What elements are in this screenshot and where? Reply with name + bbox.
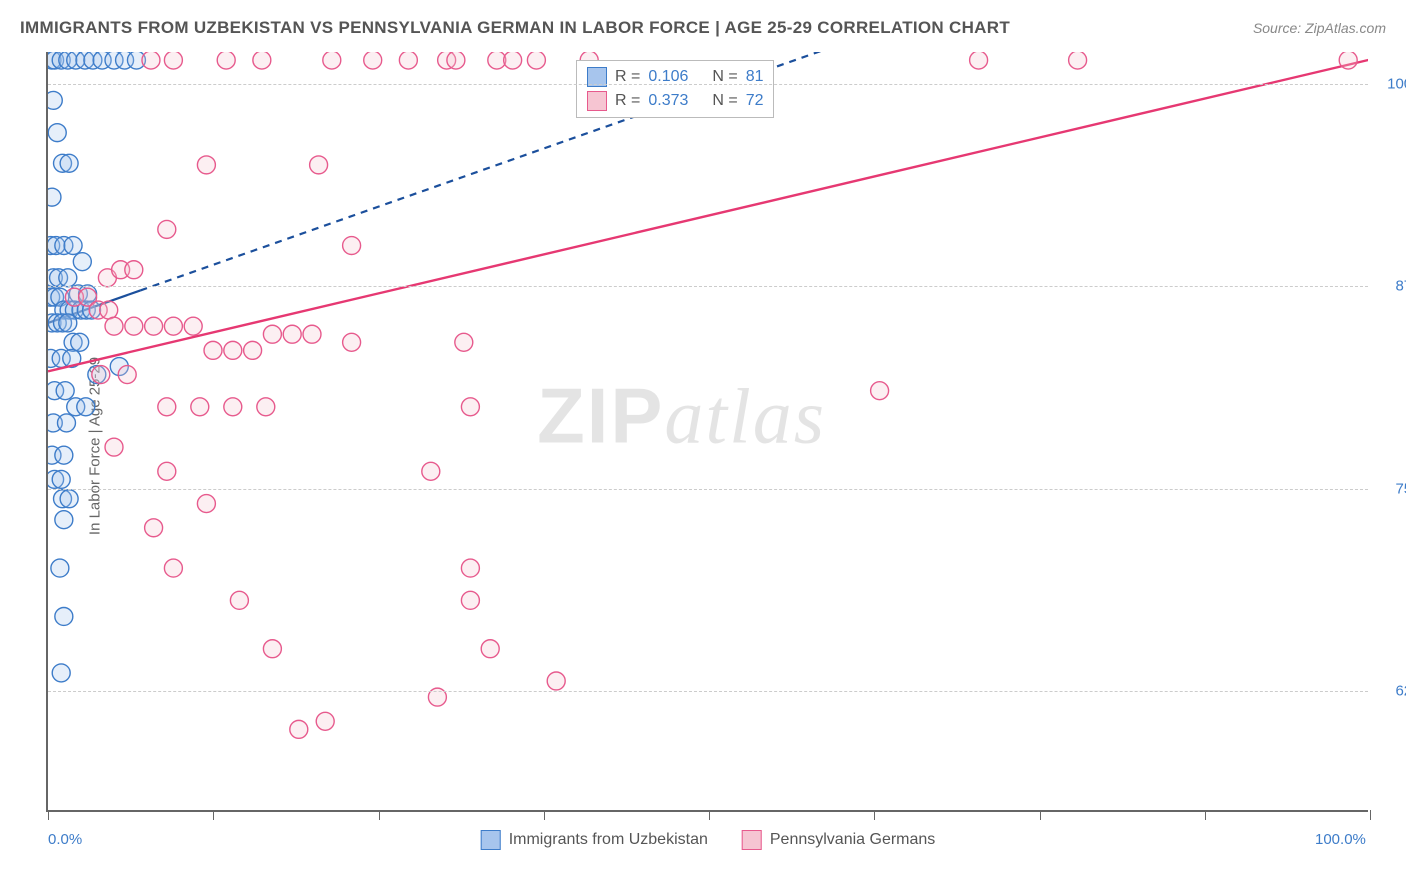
source-label: Source: ZipAtlas.com — [1253, 20, 1386, 36]
x-tick-label: 0.0% — [48, 831, 82, 848]
legend-r-label: R = — [615, 92, 640, 110]
legend-n-label: N = — [712, 68, 737, 86]
gridline-h — [48, 84, 1368, 85]
x-tick-label: 100.0% — [1315, 831, 1366, 848]
x-tick — [709, 810, 710, 820]
legend-item: Immigrants from Uzbekistan — [481, 830, 708, 850]
legend-r-label: R = — [615, 68, 640, 86]
y-tick-label: 75.0% — [1373, 480, 1406, 497]
gridline-h — [48, 286, 1368, 287]
legend-label: Pennsylvania Germans — [770, 831, 935, 849]
legend-r-value: 0.373 — [648, 92, 704, 110]
chart-title: IMMIGRANTS FROM UZBEKISTAN VS PENNSYLVAN… — [20, 18, 1010, 38]
correlation-legend: R = 0.106 N = 81 R = 0.373 N = 72 — [576, 60, 774, 118]
legend-swatch — [481, 830, 501, 850]
x-tick — [379, 810, 380, 820]
legend-row: R = 0.373 N = 72 — [587, 89, 763, 113]
legend-r-value: 0.106 — [648, 68, 704, 86]
legend-n-value: 81 — [746, 68, 764, 86]
x-tick — [48, 810, 49, 820]
legend-label: Immigrants from Uzbekistan — [509, 831, 708, 849]
legend-swatch — [587, 91, 607, 111]
scatter-svg — [48, 52, 1368, 810]
gridline-h — [48, 489, 1368, 490]
legend-swatch — [742, 830, 762, 850]
series-legend: Immigrants from Uzbekistan Pennsylvania G… — [481, 830, 936, 850]
legend-item: Pennsylvania Germans — [742, 830, 935, 850]
y-tick-label: 100.0% — [1373, 76, 1406, 93]
plot-area: ZIPatlas R =0.106N =81R =0.373N =72 Immi… — [46, 52, 1368, 812]
y-tick-label: 87.5% — [1373, 278, 1406, 295]
gridline-h — [48, 691, 1368, 692]
x-tick — [1370, 810, 1371, 820]
y-tick-label: 62.5% — [1373, 682, 1406, 699]
x-tick — [213, 810, 214, 820]
legend-n-value: 72 — [746, 92, 764, 110]
x-tick — [1040, 810, 1041, 820]
legend-n-label: N = — [712, 92, 737, 110]
x-tick — [1205, 810, 1206, 820]
x-tick — [544, 810, 545, 820]
x-tick — [874, 810, 875, 820]
